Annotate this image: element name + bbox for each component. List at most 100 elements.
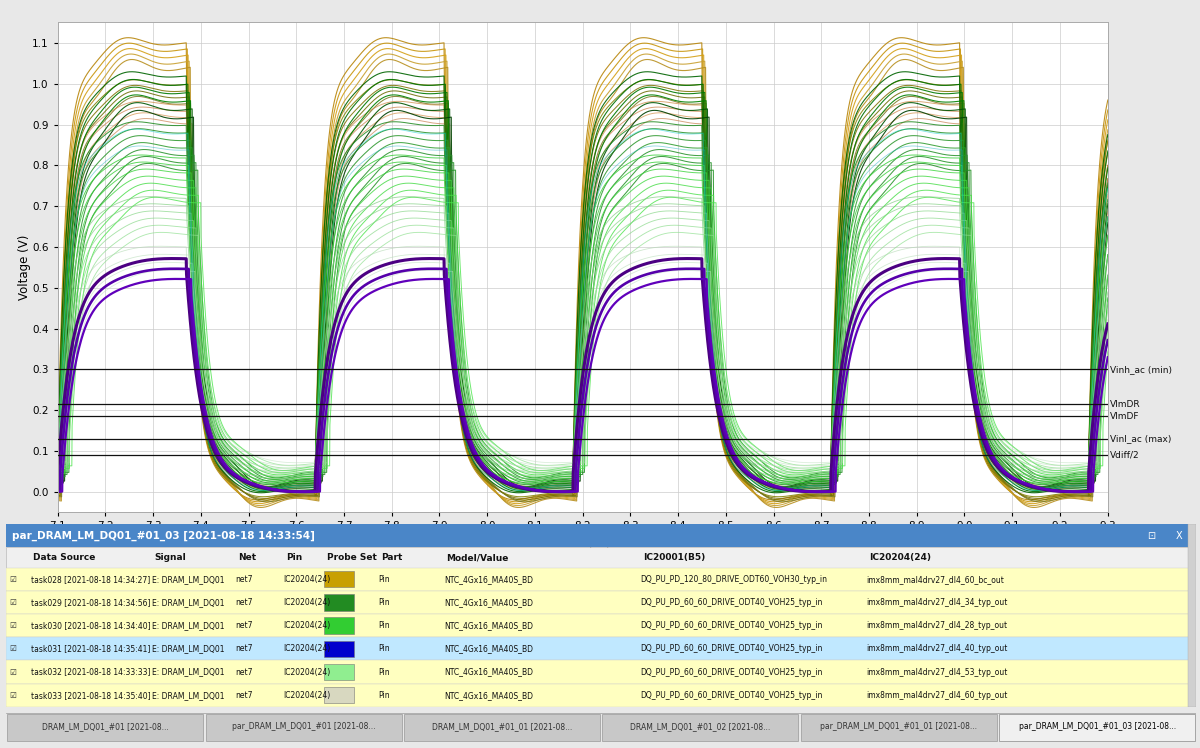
Text: ☑: ☑ bbox=[10, 644, 17, 653]
Text: Part: Part bbox=[380, 553, 402, 562]
Text: net7: net7 bbox=[235, 598, 253, 607]
Text: ☑: ☑ bbox=[10, 621, 17, 630]
Text: ☑: ☑ bbox=[10, 598, 17, 607]
FancyBboxPatch shape bbox=[602, 714, 798, 741]
Text: task031 [2021-08-18 14:35:41]: task031 [2021-08-18 14:35:41] bbox=[31, 644, 150, 653]
Text: Signal: Signal bbox=[155, 553, 186, 562]
Text: DQ_PU_PD_60_60_DRIVE_ODT40_VOH25_typ_in: DQ_PU_PD_60_60_DRIVE_ODT40_VOH25_typ_in bbox=[641, 690, 823, 699]
Text: VImDR: VImDR bbox=[1110, 399, 1141, 408]
Text: DRAM_LM_DQ01_#01 [2021-08...: DRAM_LM_DQ01_#01 [2021-08... bbox=[42, 722, 168, 731]
Text: DQ_PU_PD_60_60_DRIVE_ODT40_VOH25_typ_in: DQ_PU_PD_60_60_DRIVE_ODT40_VOH25_typ_in bbox=[641, 621, 823, 630]
Text: Pin: Pin bbox=[378, 667, 390, 676]
Text: Pin: Pin bbox=[378, 644, 390, 653]
Text: ☑: ☑ bbox=[10, 690, 17, 699]
Text: net7: net7 bbox=[235, 574, 253, 583]
Text: IC20204(24): IC20204(24) bbox=[283, 621, 331, 630]
Text: X: X bbox=[1175, 530, 1182, 541]
Text: E: DRAM_LM_DQ01: E: DRAM_LM_DQ01 bbox=[152, 598, 224, 607]
FancyBboxPatch shape bbox=[6, 524, 1114, 548]
Text: ☑: ☑ bbox=[10, 574, 17, 583]
Text: Vdiff/2: Vdiff/2 bbox=[1110, 451, 1140, 460]
Text: NTC_4Gx16_MA40S_BD: NTC_4Gx16_MA40S_BD bbox=[444, 621, 533, 630]
Text: net7: net7 bbox=[235, 667, 253, 676]
FancyBboxPatch shape bbox=[324, 571, 354, 587]
FancyBboxPatch shape bbox=[205, 714, 402, 741]
Text: IC20204(24): IC20204(24) bbox=[869, 553, 931, 562]
FancyBboxPatch shape bbox=[6, 568, 1196, 591]
Text: NTC_4Gx16_MA40S_BD: NTC_4Gx16_MA40S_BD bbox=[444, 574, 533, 583]
Text: NTC_4Gx16_MA40S_BD: NTC_4Gx16_MA40S_BD bbox=[444, 690, 533, 699]
Text: IC20204(24): IC20204(24) bbox=[283, 667, 331, 676]
FancyBboxPatch shape bbox=[404, 714, 600, 741]
Text: VImDF: VImDF bbox=[1110, 412, 1140, 421]
Text: par_DRAM_LM_DQ01_#01_03 [2021-08-18 14:33:54]: par_DRAM_LM_DQ01_#01_03 [2021-08-18 14:3… bbox=[12, 530, 314, 541]
Text: Net: Net bbox=[238, 553, 257, 562]
Text: Pin: Pin bbox=[378, 598, 390, 607]
Text: imx8mm_mal4drv27_dl4_53_typ_out: imx8mm_mal4drv27_dl4_53_typ_out bbox=[866, 667, 1008, 676]
Text: task032 [2021-08-18 14:33:33]: task032 [2021-08-18 14:33:33] bbox=[31, 667, 150, 676]
Text: E: DRAM_LM_DQ01: E: DRAM_LM_DQ01 bbox=[152, 621, 224, 630]
Text: E: DRAM_LM_DQ01: E: DRAM_LM_DQ01 bbox=[152, 667, 224, 676]
FancyBboxPatch shape bbox=[6, 637, 1196, 660]
Text: NTC_4Gx16_MA40S_BD: NTC_4Gx16_MA40S_BD bbox=[444, 667, 533, 676]
FancyBboxPatch shape bbox=[6, 591, 1196, 614]
Text: task033 [2021-08-18 14:35:40]: task033 [2021-08-18 14:35:40] bbox=[31, 690, 151, 699]
Text: IC20204(24): IC20204(24) bbox=[283, 598, 331, 607]
Text: DQ_PU_PD_60_60_DRIVE_ODT40_VOH25_typ_in: DQ_PU_PD_60_60_DRIVE_ODT40_VOH25_typ_in bbox=[641, 667, 823, 676]
Text: imx8mm_mal4drv27_dl4_60_typ_out: imx8mm_mal4drv27_dl4_60_typ_out bbox=[866, 690, 1008, 699]
Text: DQ_PU_PD_120_80_DRIVE_ODT60_VOH30_typ_in: DQ_PU_PD_120_80_DRIVE_ODT60_VOH30_typ_in bbox=[641, 574, 828, 583]
Text: Pin: Pin bbox=[286, 553, 302, 562]
FancyBboxPatch shape bbox=[7, 714, 203, 741]
Text: E: DRAM_LM_DQ01: E: DRAM_LM_DQ01 bbox=[152, 644, 224, 653]
Text: task028 [2021-08-18 14:34:27]: task028 [2021-08-18 14:34:27] bbox=[31, 574, 150, 583]
FancyBboxPatch shape bbox=[324, 618, 354, 634]
Text: DQ_PU_PD_60_60_DRIVE_ODT40_VOH25_typ_in: DQ_PU_PD_60_60_DRIVE_ODT40_VOH25_typ_in bbox=[641, 598, 823, 607]
Text: Vinh_ac (min): Vinh_ac (min) bbox=[1110, 365, 1172, 374]
Text: Vinl_ac (max): Vinl_ac (max) bbox=[1110, 435, 1171, 444]
Text: task029 [2021-08-18 14:34:56]: task029 [2021-08-18 14:34:56] bbox=[31, 598, 150, 607]
Text: IC20204(24): IC20204(24) bbox=[283, 574, 331, 583]
FancyBboxPatch shape bbox=[1114, 524, 1196, 548]
FancyBboxPatch shape bbox=[324, 594, 354, 610]
FancyBboxPatch shape bbox=[6, 548, 1196, 568]
Text: par_DRAM_LM_DQ01_#01 [2021-08...: par_DRAM_LM_DQ01_#01 [2021-08... bbox=[232, 722, 376, 731]
Text: E: DRAM_LM_DQ01: E: DRAM_LM_DQ01 bbox=[152, 690, 224, 699]
FancyBboxPatch shape bbox=[324, 641, 354, 657]
Text: E: DRAM_LM_DQ01: E: DRAM_LM_DQ01 bbox=[152, 574, 224, 583]
Text: DRAM_LM_DQ01_#01_01 [2021-08...: DRAM_LM_DQ01_#01_01 [2021-08... bbox=[432, 722, 572, 731]
Text: net7: net7 bbox=[235, 644, 253, 653]
Text: imx8mm_mal4drv27_dl4_60_bc_out: imx8mm_mal4drv27_dl4_60_bc_out bbox=[866, 574, 1004, 583]
Text: par_DRAM_LM_DQ01_#01_03 [2021-08...: par_DRAM_LM_DQ01_#01_03 [2021-08... bbox=[1019, 722, 1176, 731]
Text: task030 [2021-08-18 14:34:40]: task030 [2021-08-18 14:34:40] bbox=[31, 621, 151, 630]
FancyBboxPatch shape bbox=[324, 687, 354, 703]
Text: imx8mm_mal4drv27_dl4_28_typ_out: imx8mm_mal4drv27_dl4_28_typ_out bbox=[866, 621, 1008, 630]
FancyBboxPatch shape bbox=[800, 714, 997, 741]
Text: Probe Set: Probe Set bbox=[328, 553, 377, 562]
Text: Data Source: Data Source bbox=[34, 553, 96, 562]
X-axis label: Time (ns): Time (ns) bbox=[554, 537, 611, 550]
Y-axis label: Voltage (V): Voltage (V) bbox=[18, 235, 30, 300]
Text: IC20204(24): IC20204(24) bbox=[283, 644, 331, 653]
Text: Pin: Pin bbox=[378, 574, 390, 583]
Text: net7: net7 bbox=[235, 621, 253, 630]
FancyBboxPatch shape bbox=[6, 614, 1196, 637]
Text: NTC_4Gx16_MA40S_BD: NTC_4Gx16_MA40S_BD bbox=[444, 598, 533, 607]
FancyBboxPatch shape bbox=[6, 660, 1196, 684]
Text: DRAM_LM_DQ01_#01_02 [2021-08...: DRAM_LM_DQ01_#01_02 [2021-08... bbox=[630, 722, 770, 731]
Text: Pin: Pin bbox=[378, 621, 390, 630]
Text: Model/Value: Model/Value bbox=[446, 553, 509, 562]
Text: IC20001(B5): IC20001(B5) bbox=[643, 553, 706, 562]
Text: ⊡: ⊡ bbox=[1147, 530, 1156, 541]
Text: net7: net7 bbox=[235, 690, 253, 699]
Text: imx8mm_mal4drv27_dl4_40_typ_out: imx8mm_mal4drv27_dl4_40_typ_out bbox=[866, 644, 1008, 653]
FancyBboxPatch shape bbox=[1188, 524, 1196, 707]
FancyBboxPatch shape bbox=[324, 664, 354, 680]
FancyBboxPatch shape bbox=[6, 684, 1196, 707]
Text: IC20204(24): IC20204(24) bbox=[283, 690, 331, 699]
Text: DQ_PU_PD_60_60_DRIVE_ODT40_VOH25_typ_in: DQ_PU_PD_60_60_DRIVE_ODT40_VOH25_typ_in bbox=[641, 644, 823, 653]
FancyBboxPatch shape bbox=[1000, 714, 1195, 741]
Text: NTC_4Gx16_MA40S_BD: NTC_4Gx16_MA40S_BD bbox=[444, 644, 533, 653]
Text: Pin: Pin bbox=[378, 690, 390, 699]
Text: imx8mm_mal4drv27_dl4_34_typ_out: imx8mm_mal4drv27_dl4_34_typ_out bbox=[866, 598, 1008, 607]
Text: ☑: ☑ bbox=[10, 667, 17, 676]
